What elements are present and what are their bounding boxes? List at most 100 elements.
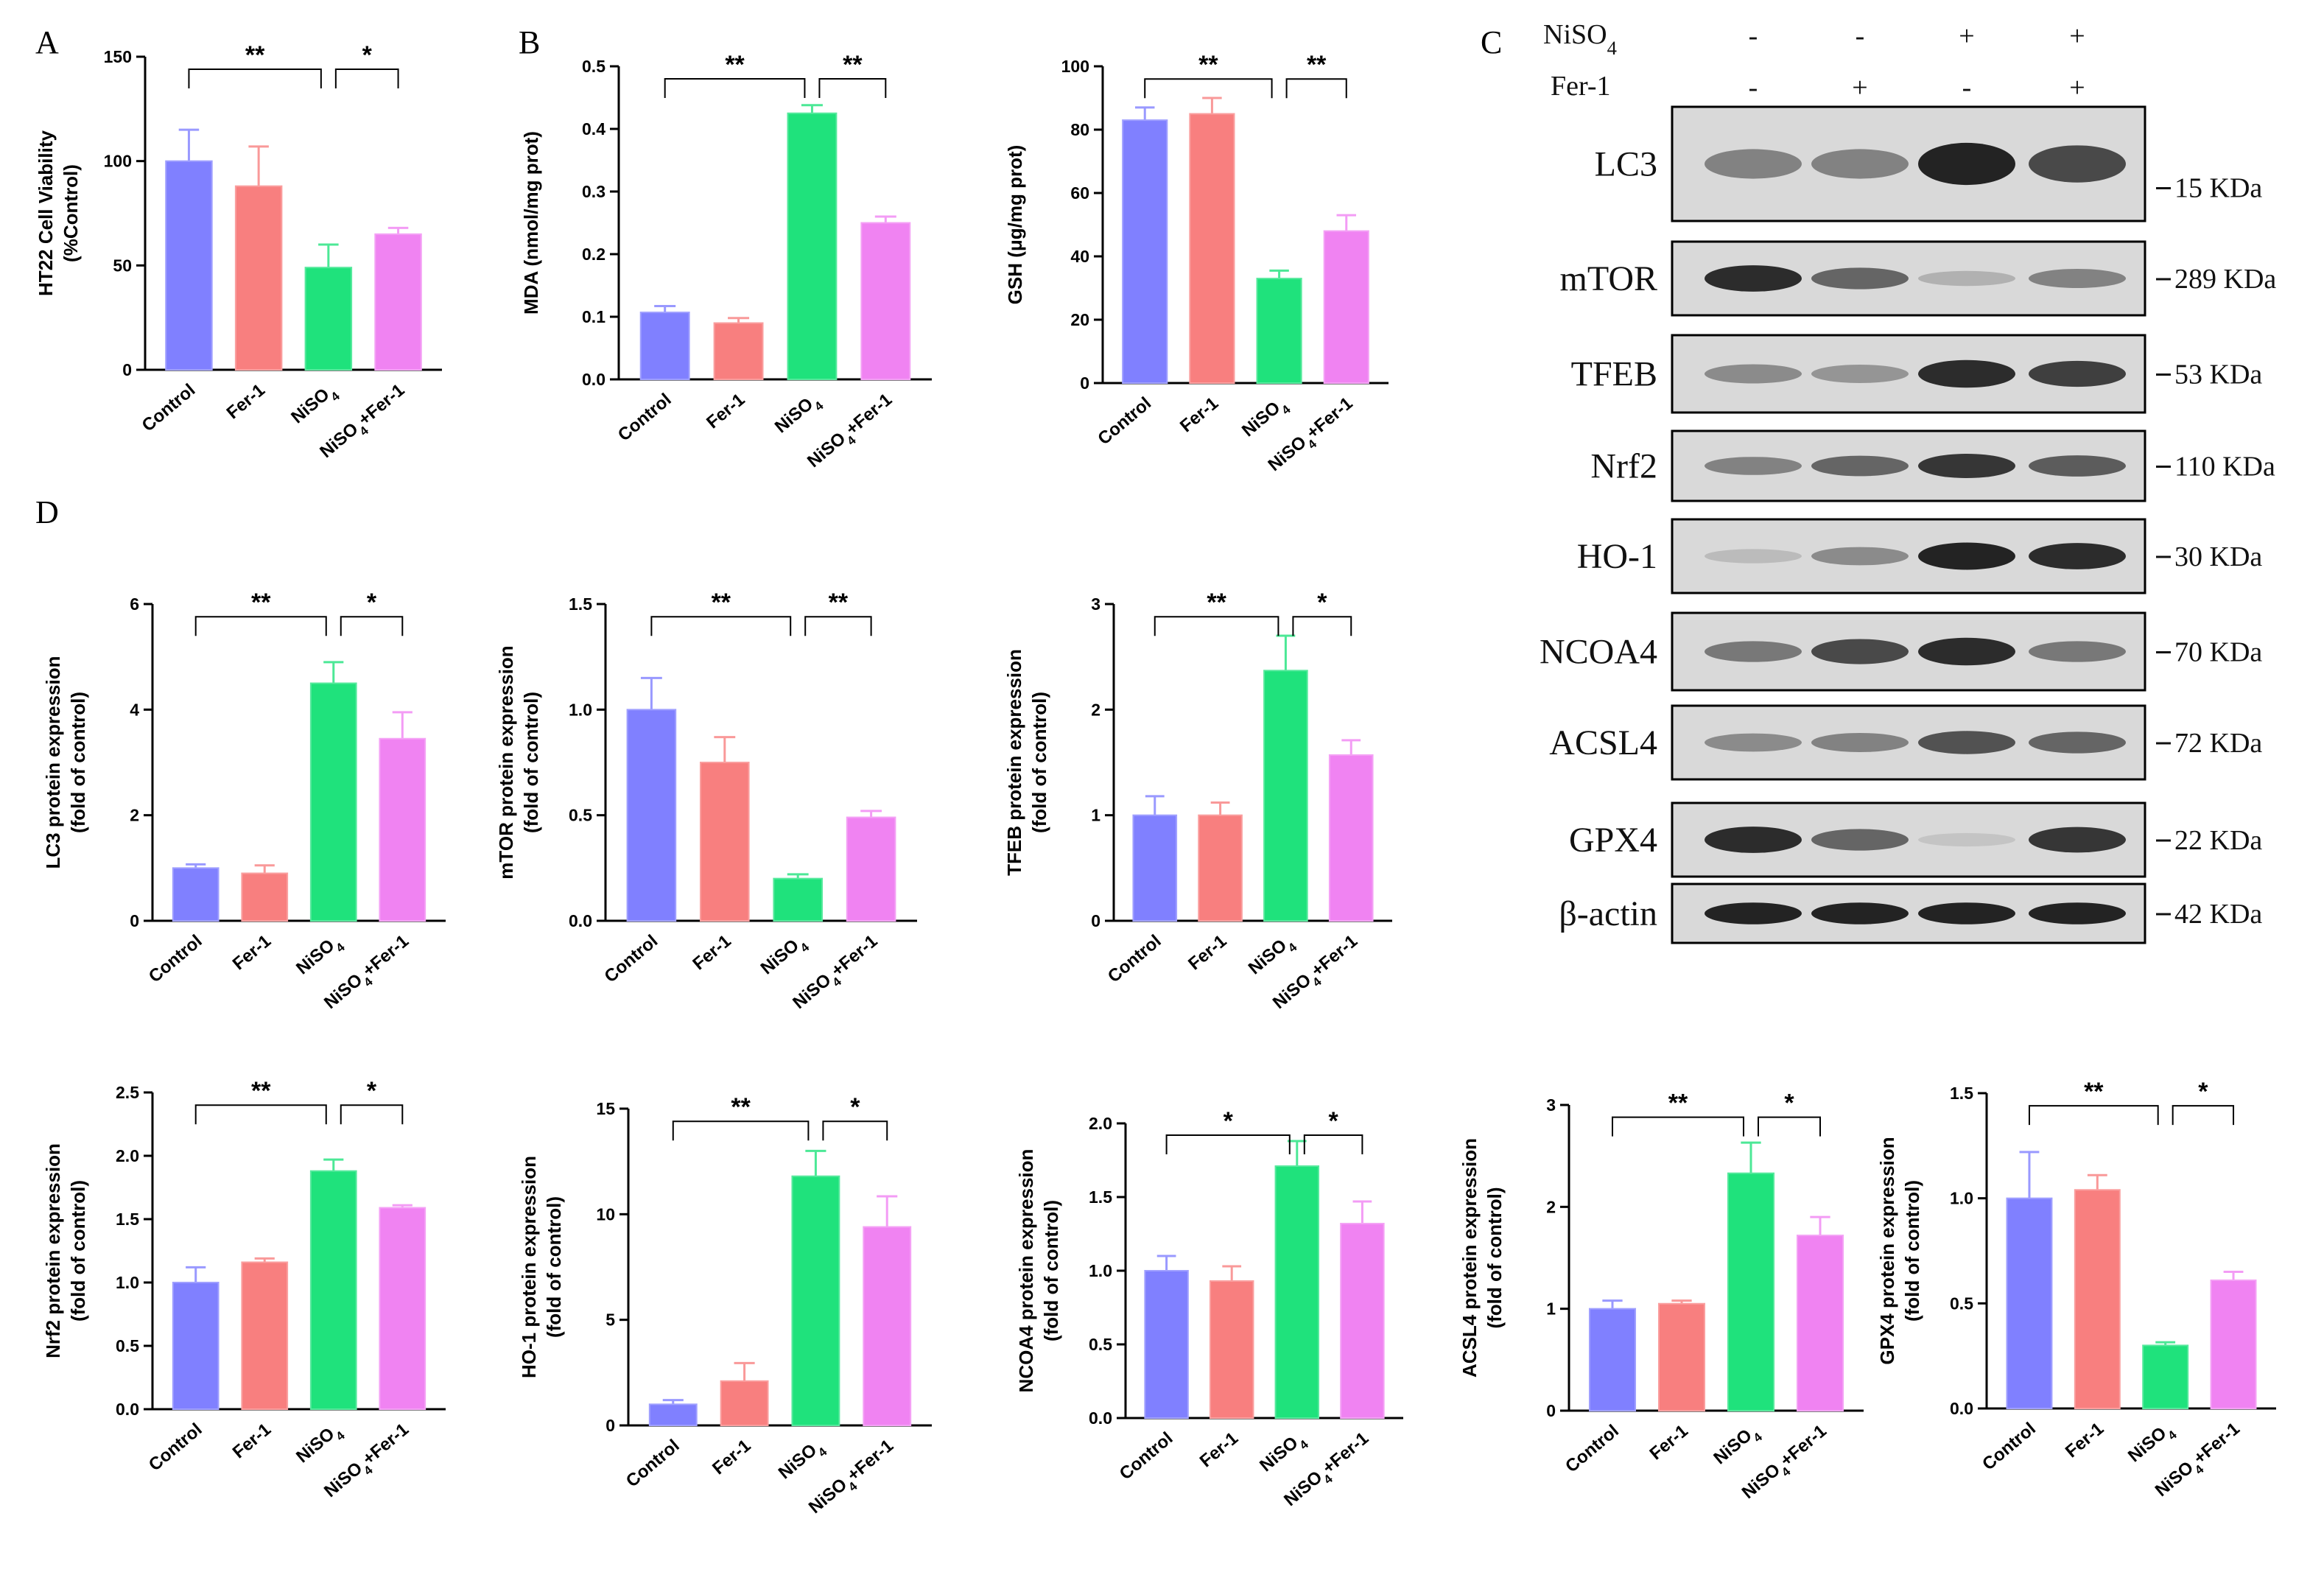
significance-bracket: [1612, 1116, 1744, 1137]
molecular-weight-label: 70 KDa: [2174, 637, 2262, 668]
x-tick-label: Fer-1: [703, 390, 748, 432]
bar-niso4: [309, 682, 357, 922]
chart-nrf2: 0.0 0.5 1.0 1.5 2.0 2.5 Nrf2 protein expressio…: [42, 1077, 446, 1501]
significance-stars: **: [829, 589, 849, 617]
bar-fer-1: [713, 322, 764, 380]
blot-band: [1811, 149, 1909, 179]
chart-acsl4: 0 1 2 3 ACSL4 protein expression (fold of con…: [1458, 1089, 1864, 1503]
blot-band: [1918, 902, 2015, 924]
y-tick-label: 2.0: [1089, 1114, 1112, 1133]
chart-gsh: 0 20 40 60 80 100 GSH (μg/mg prot) Control Fer-1…: [1004, 51, 1389, 475]
blot-band: [1705, 733, 1802, 752]
x-tick-label: Control: [614, 390, 675, 446]
y-tick-label: 1.0: [1089, 1261, 1112, 1280]
x-tick-label: NiSO4: [292, 1419, 348, 1471]
bar-control: [172, 867, 220, 922]
bar-control: [1132, 814, 1178, 922]
blot-band: [1811, 639, 1909, 664]
y-axis-label: HT22 Cell Viability: [35, 130, 57, 295]
blot-band: [2029, 543, 2126, 569]
blot-band: [1705, 265, 1802, 292]
blot-band: [1705, 827, 1802, 853]
y-tick-label: 2.0: [116, 1146, 139, 1165]
treatment-label-fer-1: Fer-1: [1551, 71, 1611, 102]
blot-band: [2029, 455, 2126, 477]
significance-stars: *: [1224, 1107, 1234, 1135]
bar-niso4: [791, 1175, 840, 1426]
y-tick-label: 0.0: [1089, 1408, 1112, 1428]
y-axis-label: Nrf2 protein expression: [42, 1143, 64, 1358]
bar-fer-1: [1189, 113, 1235, 384]
bar-niso4: [1727, 1172, 1775, 1412]
x-tick-label: Fer-1: [2062, 1419, 2107, 1462]
y-tick-label: 1.0: [1950, 1189, 1973, 1208]
protein-label: ACSL4: [1549, 723, 1657, 762]
protein-label: NCOA4: [1540, 633, 1657, 672]
blot-row-nrf2: Nrf2 110 KDa: [1590, 429, 2275, 502]
chart-viability: 0 50 100 150 HT22 Cell Viability (%Control) Co…: [35, 41, 442, 462]
blot-band: [1918, 359, 2015, 388]
y-axis-label: TFEB protein expression: [1003, 649, 1025, 876]
y-tick-label: 1.5: [1950, 1084, 1973, 1103]
chart-tfeb: 0 1 2 3 TFEB protein expression (fold of cont…: [1003, 589, 1392, 1013]
bar-niso4: [304, 267, 353, 371]
y-axis-label: (fold of control): [1040, 1200, 1062, 1341]
blot-band: [1811, 733, 1909, 752]
treatment-sign: -: [1749, 21, 1758, 52]
panel-letter-a: A: [35, 24, 59, 60]
significance-bracket: [1285, 78, 1347, 99]
treatment-label-niso4: NiSO4: [1543, 19, 1617, 59]
western-blot-panel: NiSO4 - - + + Fer-1 - + - + LC3 15 KDa mTOR 289 KDa TF…: [1540, 19, 2276, 944]
blot-band: [1918, 454, 2015, 478]
y-axis-label: GSH (μg/mg prot): [1004, 145, 1026, 305]
blot-row-ho-1: HO-1 30 KDa: [1577, 518, 2262, 594]
treatment-sign: -: [1749, 72, 1758, 103]
y-tick-label: 3: [1091, 594, 1100, 614]
bar-niso4-fer-1: [1796, 1235, 1844, 1411]
molecular-weight-label: 22 KDa: [2174, 825, 2262, 856]
significance-stars: *: [367, 1077, 377, 1105]
chart-gpx4: 0.0 0.5 1.0 1.5 GPX4 protein expression (fold…: [1876, 1078, 2276, 1501]
significance-bracket: [1165, 1134, 1291, 1154]
blot-row-tfeb: TFEB 53 KDa: [1571, 334, 2262, 414]
y-axis-label: ACSL4 protein expression: [1458, 1138, 1481, 1378]
bar-niso4: [1274, 1165, 1320, 1419]
y-tick-label: 80: [1070, 120, 1089, 139]
bar-control: [172, 1282, 220, 1410]
significance-stars: **: [731, 1093, 751, 1121]
significance-stars: *: [367, 589, 377, 617]
y-tick-label: 0.0: [569, 911, 592, 930]
blot-band: [1918, 832, 2015, 847]
y-axis-label: (fold of control): [1484, 1187, 1506, 1328]
y-axis-label: (fold of control): [67, 692, 89, 833]
significance-bracket: [2172, 1105, 2235, 1126]
y-tick-label: 20: [1070, 310, 1089, 329]
x-tick-label: Control: [1116, 1428, 1177, 1484]
x-tick-label: Fer-1: [229, 931, 275, 974]
x-tick-label: Fer-1: [1184, 931, 1230, 974]
significance-bracket: [194, 1104, 327, 1125]
blot-row-lc3: LC3 15 KDa: [1595, 105, 2262, 222]
chart-mda: 0.0 0.1 0.2 0.3 0.4 0.5 MDA (nmol/mg prot) Cont…: [520, 51, 932, 471]
bar-niso4: [787, 112, 838, 380]
x-tick-label: Fer-1: [709, 1436, 754, 1478]
bar-niso4-fer-1: [1340, 1223, 1385, 1419]
significance-stars: *: [1328, 1107, 1338, 1135]
bar-fer-1: [699, 762, 750, 922]
x-tick-label: Control: [1094, 393, 1155, 449]
y-tick-label: 1.0: [116, 1273, 139, 1292]
molecular-weight-label: 53 KDa: [2174, 359, 2262, 390]
blot-row--actin: β-actin 42 KDa: [1559, 883, 2262, 944]
y-tick-label: 0.0: [582, 370, 605, 389]
y-tick-label: 0.3: [582, 182, 605, 201]
y-tick-label: 60: [1070, 183, 1089, 203]
x-tick-label: Control: [1562, 1421, 1623, 1477]
y-tick-label: 40: [1070, 247, 1089, 266]
blot-band: [2029, 269, 2126, 288]
significance-bracket: [1758, 1116, 1821, 1137]
y-axis-label: NCOA4 protein expression: [1015, 1149, 1037, 1393]
y-axis-label: (fold of control): [1901, 1180, 1923, 1322]
chart-lc3: 0 2 4 6 LC3 protein expression (fold of contr…: [42, 589, 446, 1013]
bar-control: [639, 312, 690, 380]
bar-control: [648, 1403, 698, 1427]
